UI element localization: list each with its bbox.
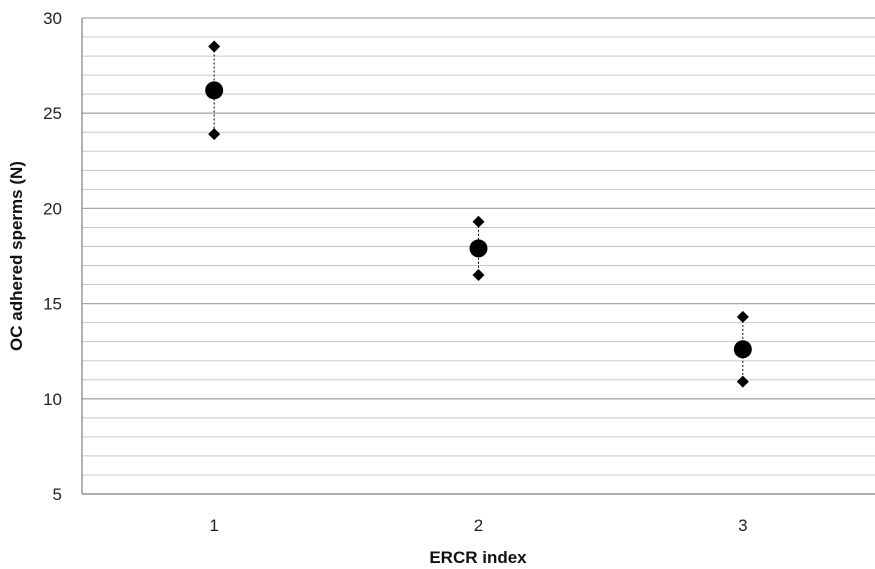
y-tick-label: 15 — [43, 295, 62, 314]
upper-point — [736, 310, 749, 323]
y-tick-label: 10 — [43, 390, 62, 409]
upper-point — [208, 40, 221, 53]
mean-point — [733, 340, 752, 359]
y-tick-label: 30 — [43, 9, 62, 28]
x-tick-label: 3 — [738, 516, 747, 535]
axes — [81, 18, 875, 495]
x-tick-label: 2 — [474, 516, 483, 535]
lower-point — [736, 375, 749, 388]
x-tick-label: 1 — [209, 516, 218, 535]
y-tick-label: 20 — [43, 199, 62, 218]
mean-point — [469, 239, 488, 258]
x-axis-title: ERCR index — [429, 548, 527, 567]
x-tick-labels: 1 2 3 — [209, 516, 747, 535]
upper-point — [472, 215, 485, 228]
data-marks — [205, 40, 752, 388]
y-tick-label: 25 — [43, 104, 62, 123]
mean-point — [205, 81, 224, 100]
lower-point — [472, 269, 485, 282]
lower-point — [208, 128, 221, 141]
y-axis-title: OC adhered sperms (N) — [7, 161, 26, 351]
y-tick-labels: 5 10 15 20 25 30 — [43, 9, 62, 504]
y-tick-label: 5 — [53, 485, 62, 504]
